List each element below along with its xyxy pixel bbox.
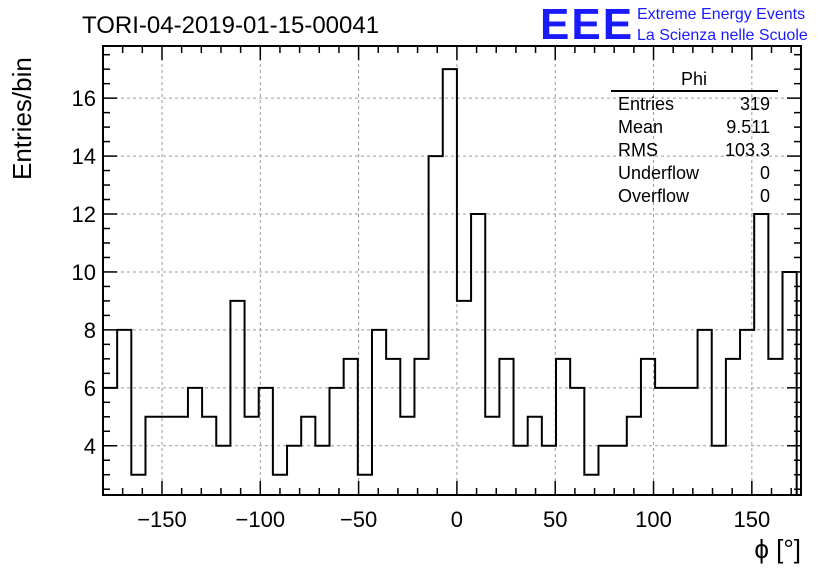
y-axis-label: Entries/bin (7, 57, 37, 180)
stats-title: Phi (681, 69, 707, 89)
histogram-line (103, 68, 798, 495)
logo-line-2: La Scienza nelle Scuole (637, 27, 808, 44)
y-tick-label: 8 (84, 318, 96, 343)
x-tick-label: 50 (543, 507, 567, 532)
stats-label-underflow: Underflow (618, 163, 700, 183)
y-tick-label: 10 (72, 260, 96, 285)
y-tick-label: 14 (72, 144, 96, 169)
stats-box: Phi Entries 319 Mean 9.511 RMS 103.3 Und… (611, 69, 778, 206)
y-tick-label: 4 (84, 434, 96, 459)
stats-label-rms: RMS (618, 140, 658, 160)
tick-labels: −150 −100 −50 0 50 100 150 4 6 8 10 12 14 16 (72, 86, 771, 532)
stats-value-rms: 103.3 (725, 140, 770, 160)
x-axis-label: ϕ [°] (754, 534, 801, 564)
x-tick-label: 150 (733, 507, 770, 532)
x-tick-label: −100 (236, 507, 286, 532)
x-tick-label: 100 (635, 507, 672, 532)
stats-value-underflow: 0 (760, 163, 770, 183)
y-tick-label: 12 (72, 202, 96, 227)
stats-label-mean: Mean (618, 117, 663, 137)
chart-title: TORI-04-2019-01-15-00041 (82, 12, 379, 39)
x-tick-label: −50 (340, 507, 377, 532)
stats-value-entries: 319 (740, 94, 770, 114)
logo-line-1: Extreme Energy Events (637, 6, 805, 23)
axis-ticks (103, 46, 801, 495)
y-tick-label: 16 (72, 86, 96, 111)
stats-label-overflow: Overflow (618, 186, 690, 206)
eee-logo: EEE Extreme Energy Events La Scienza nel… (540, 0, 808, 49)
stats-label-entries: Entries (618, 94, 674, 114)
stats-value-overflow: 0 (760, 186, 770, 206)
x-tick-label: −150 (137, 507, 187, 532)
plot-frame (102, 45, 802, 496)
grid (103, 46, 801, 495)
stats-value-mean: 9.511 (726, 117, 770, 137)
x-tick-label: 0 (451, 507, 463, 532)
y-tick-label: 6 (84, 376, 96, 401)
logo-mark: EEE (540, 0, 634, 49)
